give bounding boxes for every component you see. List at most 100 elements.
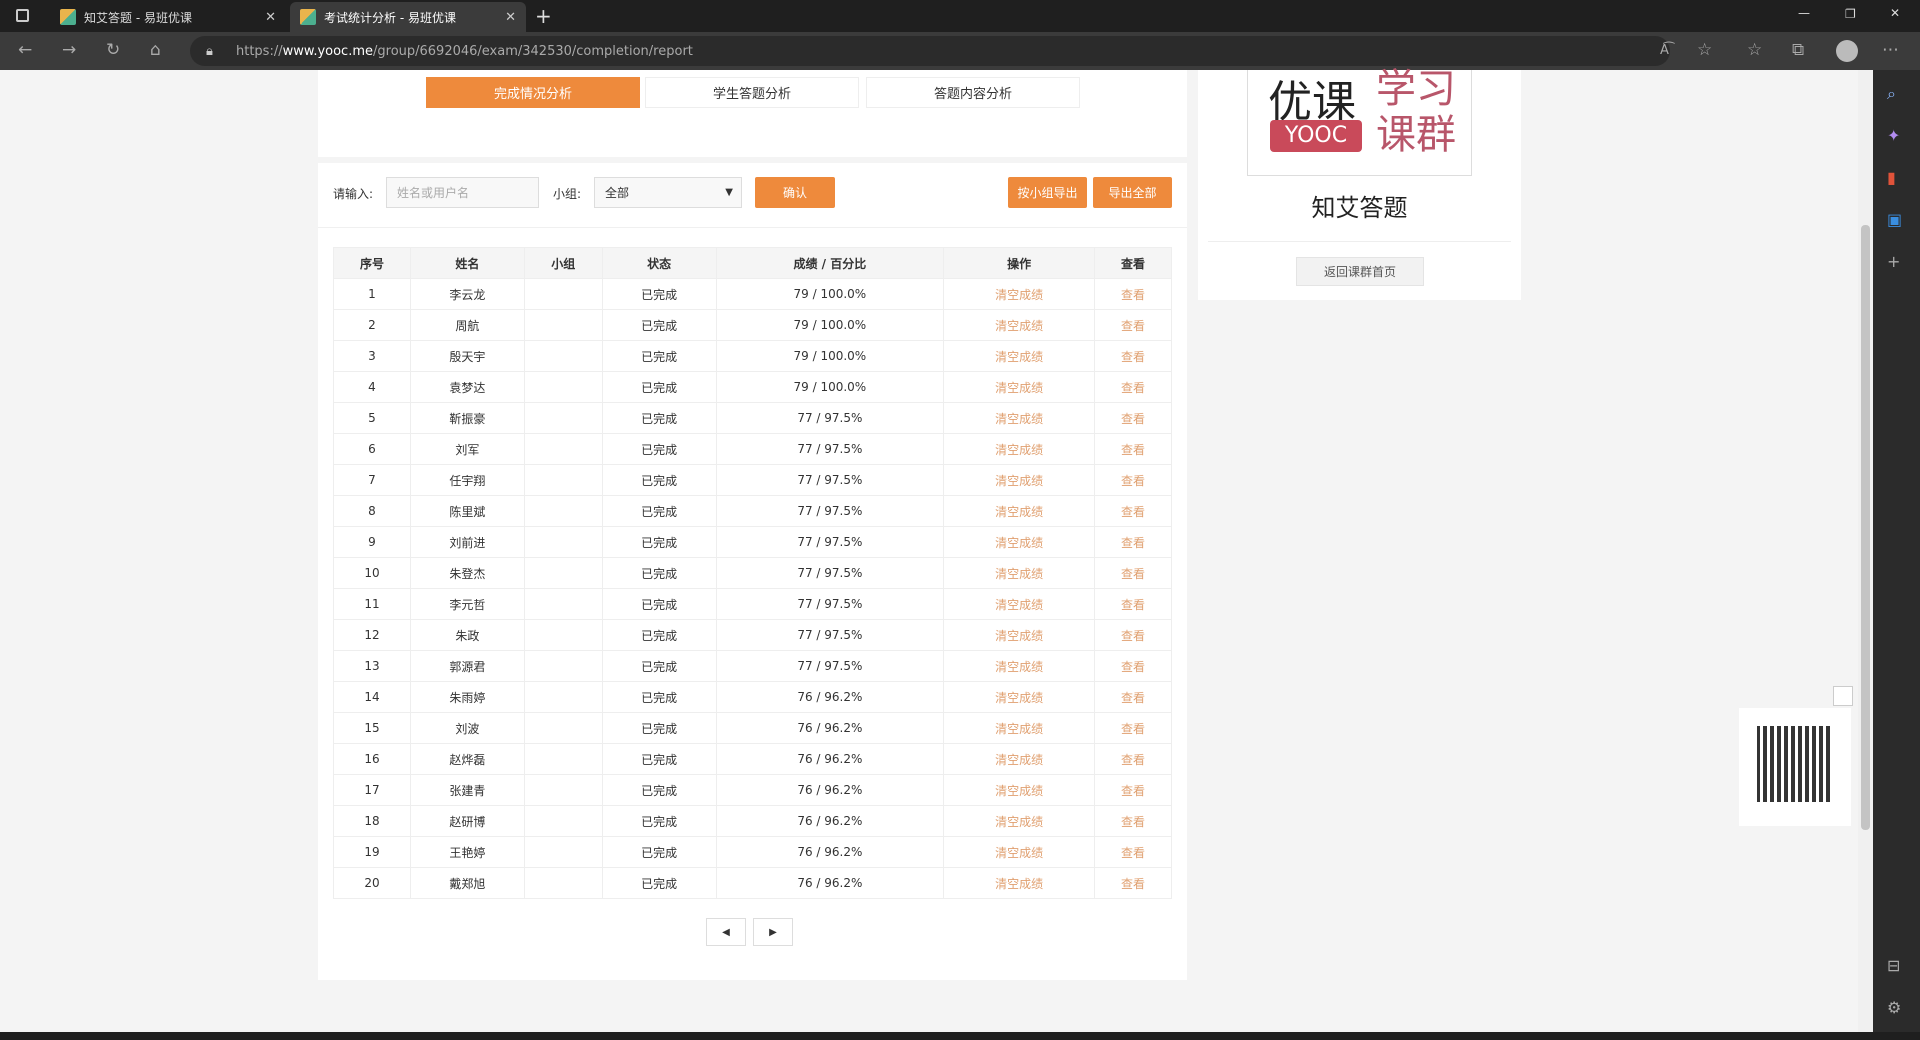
read-aloud-icon[interactable]: A͡ (1660, 43, 1669, 58)
clear-score-link[interactable]: 清空成绩 (943, 681, 1096, 713)
view-link[interactable]: 查看 (1094, 309, 1172, 341)
view-link[interactable]: 查看 (1094, 805, 1172, 837)
minimize-icon[interactable]: — (1798, 6, 1810, 20)
add-icon[interactable]: + (1887, 252, 1901, 271)
clear-score-link[interactable]: 清空成绩 (943, 278, 1096, 310)
search-icon[interactable]: ⌕ (1887, 84, 1896, 103)
search-input[interactable]: 姓名或用户名 (386, 177, 539, 208)
score: 76 / 96.2% (715, 712, 945, 744)
office-icon[interactable]: ▮ (1887, 168, 1896, 187)
column-header: 状态 (601, 247, 717, 279)
clear-score-link[interactable]: 清空成绩 (943, 650, 1096, 682)
clear-score-link[interactable]: 清空成绩 (943, 495, 1096, 527)
view-link[interactable]: 查看 (1094, 464, 1172, 496)
back-to-group-button[interactable]: 返回课群首页 (1296, 257, 1424, 286)
favorites-icon[interactable]: ☆ (1747, 40, 1763, 60)
page-scrollbar[interactable] (1858, 70, 1873, 1032)
group-select[interactable]: 全部 ▼ (594, 177, 742, 208)
view-link[interactable]: 查看 (1094, 340, 1172, 372)
view-link[interactable]: 查看 (1094, 526, 1172, 558)
clear-score-link[interactable]: 清空成绩 (943, 526, 1096, 558)
view-link[interactable]: 查看 (1094, 619, 1172, 651)
edge-sidebar: ⌕ ✦ ▮ ▣ + ⊟ ⚙ (1873, 70, 1920, 1032)
clear-score-link[interactable]: 清空成绩 (943, 619, 1096, 651)
view-link[interactable]: 查看 (1094, 557, 1172, 589)
view-link[interactable]: 查看 (1094, 712, 1172, 744)
clear-score-link[interactable]: 清空成绩 (943, 743, 1096, 775)
clear-score-link[interactable]: 清空成绩 (943, 774, 1096, 806)
clear-score-link[interactable]: 清空成绩 (943, 805, 1096, 837)
url-prefix: https:// (236, 43, 283, 59)
clear-score-link[interactable]: 清空成绩 (943, 433, 1096, 465)
tab-answer-content-analysis[interactable]: 答题内容分析 (866, 77, 1080, 108)
column-header: 操作 (943, 247, 1096, 279)
close-tab-icon[interactable]: ✕ (265, 9, 276, 25)
group (523, 464, 603, 496)
more-icon[interactable]: ⋯ (1882, 40, 1899, 60)
scrollbar-thumb[interactable] (1861, 225, 1870, 830)
home-icon[interactable]: ⌂ (150, 40, 161, 60)
group (523, 402, 603, 434)
browser-tab[interactable]: 知艾答题 - 易班优课 ✕ (50, 2, 286, 32)
tab-student-answer-analysis[interactable]: 学生答题分析 (645, 77, 859, 108)
collections-icon[interactable]: ⧉ (1792, 40, 1805, 60)
view-link[interactable]: 查看 (1094, 774, 1172, 806)
restore-icon[interactable]: ❐ (1845, 7, 1856, 21)
column-header: 序号 (333, 247, 411, 279)
view-link[interactable]: 查看 (1094, 588, 1172, 620)
view-link[interactable]: 查看 (1094, 278, 1172, 310)
tab-completion-analysis[interactable]: 完成情况分析 (426, 77, 640, 108)
url-field[interactable]: 🔒︎ https://www.yooc.me/group/6692046/exa… (190, 36, 1670, 66)
view-link[interactable]: 查看 (1094, 681, 1172, 713)
prev-page-button[interactable]: ◀ (706, 918, 746, 946)
outlook-icon[interactable]: ▣ (1887, 210, 1903, 229)
tab-actions-icon[interactable] (16, 9, 29, 22)
view-link[interactable]: 查看 (1094, 433, 1172, 465)
view-link[interactable]: 查看 (1094, 650, 1172, 682)
group (523, 619, 603, 651)
view-link[interactable]: 查看 (1094, 402, 1172, 434)
student-name: 张建青 (409, 774, 525, 806)
forward-icon[interactable]: → (62, 40, 77, 60)
clear-score-link[interactable]: 清空成绩 (943, 712, 1096, 744)
view-link[interactable]: 查看 (1094, 371, 1172, 403)
clear-score-link[interactable]: 清空成绩 (943, 371, 1096, 403)
profile-avatar[interactable] (1836, 40, 1858, 62)
view-link[interactable]: 查看 (1094, 867, 1172, 899)
collapse-qr-button[interactable] (1833, 686, 1853, 706)
browser-tab-active[interactable]: 考试统计分析 - 易班优课 ✕ (290, 2, 526, 32)
status: 已完成 (601, 743, 717, 775)
view-link[interactable]: 查看 (1094, 743, 1172, 775)
clear-score-link[interactable]: 清空成绩 (943, 867, 1096, 899)
refresh-icon[interactable]: ↻ (106, 40, 121, 60)
clear-score-link[interactable]: 清空成绩 (943, 340, 1096, 372)
view-link[interactable]: 查看 (1094, 495, 1172, 527)
score: 77 / 97.5% (715, 495, 945, 527)
score: 76 / 96.2% (715, 743, 945, 775)
student-name: 朱登杰 (409, 557, 525, 589)
next-page-button[interactable]: ▶ (753, 918, 793, 946)
confirm-button[interactable]: 确认 (755, 177, 835, 208)
back-icon[interactable]: ← (18, 40, 33, 60)
sidebar-toggle-icon[interactable]: ⊟ (1887, 956, 1901, 975)
score: 77 / 97.5% (715, 464, 945, 496)
clear-score-link[interactable]: 清空成绩 (943, 836, 1096, 868)
settings-icon[interactable]: ⚙ (1887, 998, 1902, 1017)
close-window-icon[interactable]: ✕ (1890, 6, 1901, 20)
clear-score-link[interactable]: 清空成绩 (943, 557, 1096, 589)
clear-score-link[interactable]: 清空成绩 (943, 588, 1096, 620)
row-index: 14 (333, 681, 411, 713)
clear-score-link[interactable]: 清空成绩 (943, 402, 1096, 434)
copilot-icon[interactable]: ✦ (1887, 126, 1901, 145)
student-name: 袁梦达 (409, 371, 525, 403)
divider (1208, 241, 1511, 242)
export-all-button[interactable]: 导出全部 (1093, 177, 1172, 208)
clear-score-link[interactable]: 清空成绩 (943, 464, 1096, 496)
view-link[interactable]: 查看 (1094, 836, 1172, 868)
new-tab-icon[interactable]: + (535, 4, 552, 28)
clear-score-link[interactable]: 清空成绩 (943, 309, 1096, 341)
export-by-group-button[interactable]: 按小组导出 (1008, 177, 1087, 208)
close-tab-icon[interactable]: ✕ (505, 9, 516, 25)
favorite-icon[interactable]: ☆ (1697, 40, 1713, 60)
column-header: 查看 (1094, 247, 1172, 279)
